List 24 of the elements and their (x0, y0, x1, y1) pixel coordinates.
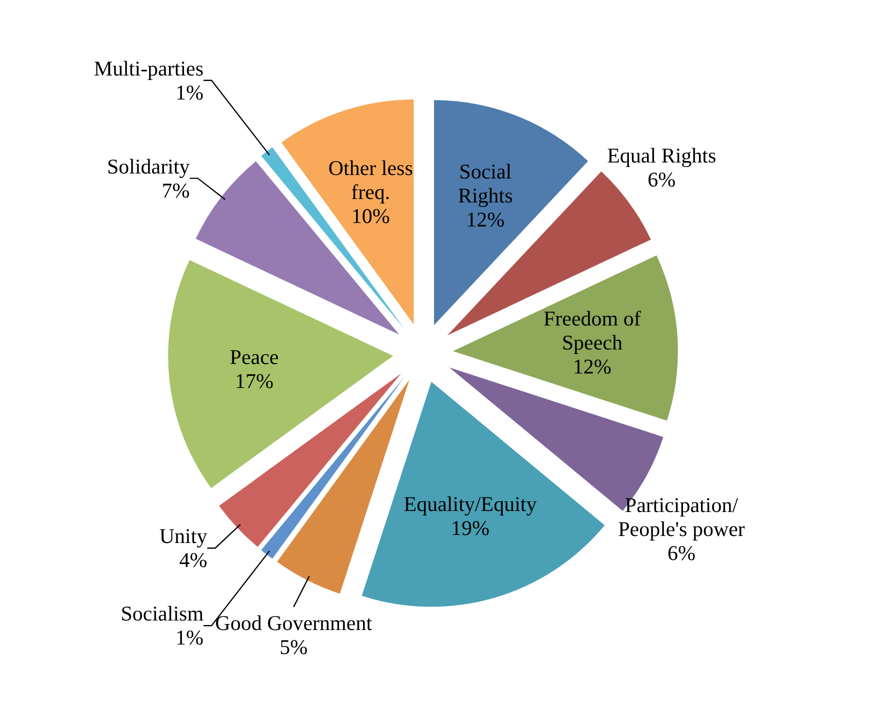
slice-label: Equal Rights (607, 144, 716, 168)
slice-label: Other less freq. (328, 156, 413, 204)
data-label: 19% (451, 516, 490, 540)
slice-label: Unity (159, 524, 208, 548)
slice-label: Peace (230, 344, 279, 369)
data-label: 1% (176, 626, 204, 650)
slice-label: Good Government (215, 610, 372, 635)
slice-label: Social Rights (458, 159, 513, 208)
slice-label: Socialism (120, 602, 204, 626)
data-label: 7% (162, 178, 190, 202)
data-label: 12% (572, 354, 612, 378)
data-label: 6% (668, 541, 696, 566)
data-label: 1% (176, 80, 204, 104)
data-label: 6% (648, 168, 676, 192)
data-label: 5% (280, 634, 308, 659)
slice-label: Multi-parties (94, 56, 204, 80)
data-label: 10% (351, 204, 390, 228)
slice-label: Participation/ People's power (618, 493, 745, 542)
slice-label: Freedom of Speech (543, 306, 641, 354)
data-label: 17% (235, 368, 274, 393)
slice-label: Equality/Equity (404, 492, 538, 516)
data-label: 12% (466, 207, 505, 232)
data-label: 4% (179, 548, 208, 572)
slice-label: Solidarity (106, 154, 190, 178)
